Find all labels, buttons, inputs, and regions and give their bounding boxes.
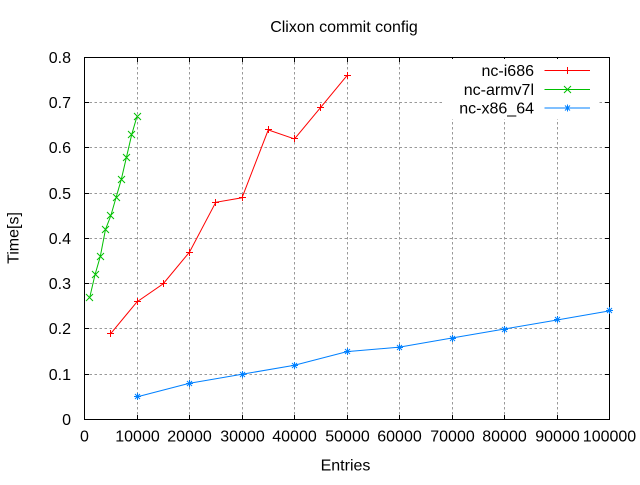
svg-text:nc-i686: nc-i686	[482, 63, 535, 80]
svg-text:0.2: 0.2	[49, 321, 71, 338]
svg-text:0: 0	[80, 429, 89, 446]
svg-text:80000: 80000	[482, 429, 527, 446]
svg-text:nc-armv7l: nc-armv7l	[464, 82, 534, 99]
svg-text:10000: 10000	[115, 429, 160, 446]
svg-text:50000: 50000	[325, 429, 370, 446]
svg-text:40000: 40000	[272, 429, 317, 446]
svg-text:nc-x86_64: nc-x86_64	[459, 101, 534, 118]
svg-text:0.6: 0.6	[49, 140, 71, 157]
svg-text:60000: 60000	[377, 429, 422, 446]
svg-text:100000: 100000	[583, 429, 636, 446]
svg-text:20000: 20000	[167, 429, 212, 446]
svg-text:0.3: 0.3	[49, 276, 71, 293]
svg-text:Entries: Entries	[321, 458, 371, 475]
svg-text:0.1: 0.1	[49, 367, 71, 384]
svg-text:0.5: 0.5	[49, 186, 71, 203]
svg-text:0.8: 0.8	[49, 50, 71, 67]
svg-text:90000: 90000	[535, 429, 580, 446]
svg-text:0.7: 0.7	[49, 95, 71, 112]
svg-text:Clixon commit config: Clixon commit config	[270, 19, 418, 36]
svg-text:0.4: 0.4	[49, 231, 71, 248]
svg-text:30000: 30000	[220, 429, 265, 446]
svg-text:0: 0	[62, 412, 71, 429]
svg-text:70000: 70000	[430, 429, 475, 446]
svg-text:Time[s]: Time[s]	[6, 212, 23, 264]
